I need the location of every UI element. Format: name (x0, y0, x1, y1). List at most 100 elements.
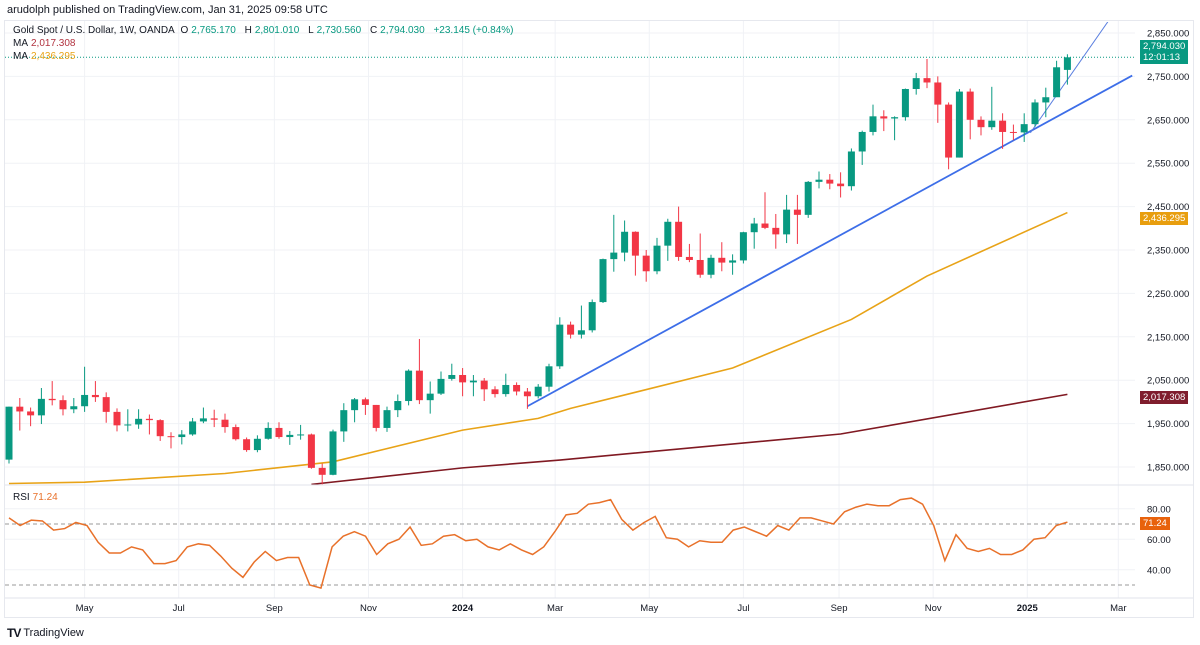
candle-body (27, 411, 35, 416)
candle-body (156, 420, 164, 437)
ohlc-close: C 2,794.030 (370, 25, 428, 36)
rsi-legend[interactable]: RSI 71.24 (13, 492, 61, 504)
candle-body (588, 302, 596, 331)
candle-up (847, 148, 855, 191)
candle-body (847, 151, 855, 187)
moving-averages (8, 211, 1068, 485)
candle-down (675, 206, 683, 261)
rsi-tick-label: 60.00 (1147, 535, 1171, 546)
rsi-line (8, 497, 1068, 589)
candle-body (567, 324, 575, 335)
candle-body (837, 183, 845, 187)
candle-body (135, 418, 143, 425)
candle-up (178, 430, 186, 445)
trendline (526, 74, 1133, 408)
candle-body (275, 427, 283, 438)
axes: 2,850.000 2,750.000 2,650.000 2,550.000 2,45… (5, 29, 1193, 614)
candle-body (124, 424, 132, 426)
tradingview-logo[interactable]: TV TradingView (7, 626, 84, 640)
candle-body (545, 366, 553, 387)
candle-down (156, 419, 164, 441)
time-tick-label: Jul (737, 603, 749, 614)
price-tick-label: 2,250.000 (1147, 289, 1189, 300)
ma-slow-label: MA (13, 38, 28, 49)
price-tick-label: 2,550.000 (1147, 159, 1189, 170)
candle-up (869, 104, 877, 136)
candle-body (1020, 124, 1028, 133)
candle-up (1053, 60, 1061, 98)
candle-body (804, 181, 812, 215)
candle-up (5, 406, 13, 464)
candle-up (901, 88, 909, 121)
candle-up (858, 130, 866, 165)
candle-up (545, 363, 553, 392)
ma-slow-legend[interactable]: MA 2,017.308 (13, 38, 79, 50)
candle-body (178, 434, 186, 438)
candle-up (81, 366, 89, 412)
candle-body (405, 370, 413, 402)
candle-up (405, 369, 413, 406)
candle-up (955, 88, 963, 158)
candle-down (934, 76, 942, 123)
open-label: O (180, 25, 189, 36)
candle-up (502, 373, 510, 397)
price-tick-label: 1,850.000 (1147, 463, 1189, 474)
candle-up (815, 171, 823, 189)
candle-up (135, 409, 143, 429)
candles (5, 54, 1071, 485)
price-tick-label: 2,150.000 (1147, 332, 1189, 343)
candle-up (437, 371, 445, 395)
candle-up (783, 194, 791, 244)
candle-up (739, 231, 747, 264)
candle-body (750, 223, 758, 233)
candle-up (1020, 113, 1028, 142)
candle-down (772, 213, 780, 249)
candle-down (491, 386, 499, 398)
candle-down (415, 338, 423, 405)
candle-body (523, 391, 531, 397)
time-tick-label: Nov (360, 603, 377, 614)
publisher-line: arudolph published on TradingView.com, J… (7, 4, 328, 16)
candle-up (1063, 54, 1071, 85)
candle-body (793, 209, 801, 215)
candle-body (145, 418, 153, 421)
candle-body (1031, 102, 1039, 125)
candle-body (891, 117, 899, 119)
candle-down (631, 231, 639, 276)
ohlc-high: H 2,801.010 (245, 25, 303, 36)
candle-body (675, 221, 683, 257)
candle-down (243, 437, 251, 452)
brand-name: TradingView (23, 627, 84, 639)
candle-body (934, 82, 942, 105)
tradingview-logo-icon: TV (7, 626, 21, 640)
last-price-tag: 2,794.030 12:01:13 (1140, 40, 1189, 64)
candle-body (372, 404, 380, 428)
last-price-value: 2,794.030 (1143, 41, 1186, 52)
candle-up (351, 397, 359, 423)
candle-body (189, 421, 197, 435)
candle-body (480, 380, 488, 390)
candle-down (718, 242, 726, 272)
trendlines (526, 22, 1133, 408)
candle-body (426, 393, 434, 401)
candle-up (610, 214, 618, 272)
candle-body (955, 91, 963, 158)
candle-body (5, 406, 13, 460)
ma-fast-legend[interactable]: MA 2,436.295 (13, 51, 79, 63)
candle-body (880, 116, 888, 119)
ma-fast-value: 2,436.295 (31, 51, 76, 62)
candle-body (415, 370, 423, 401)
candle-body (37, 398, 45, 416)
candle-body (167, 436, 175, 438)
candle-body (1063, 57, 1071, 70)
price-tick-label: 2,750.000 (1147, 72, 1189, 83)
high-value: 2,801.010 (254, 25, 300, 36)
candle-body (221, 419, 229, 428)
time-tick-label: Sep (831, 603, 848, 614)
candle-up (1042, 87, 1050, 118)
candle-body (869, 116, 877, 132)
rsi-tick-label: 80.00 (1147, 504, 1171, 515)
candle-up (189, 417, 197, 436)
candle-body (631, 231, 639, 256)
